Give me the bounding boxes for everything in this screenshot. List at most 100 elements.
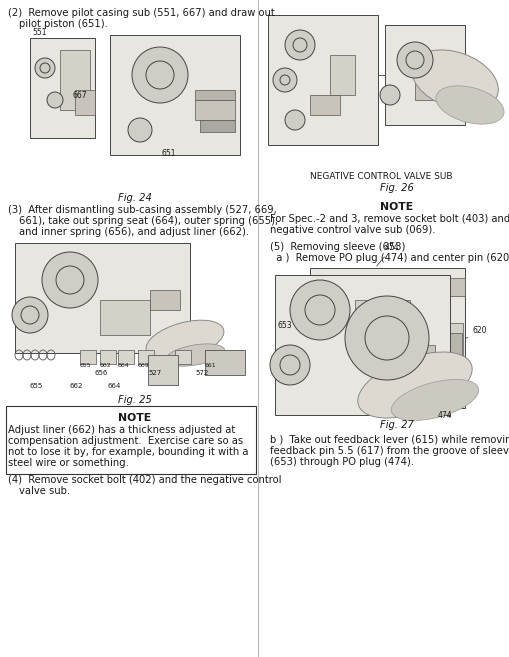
Circle shape: [272, 68, 296, 92]
Text: and inner spring (656), and adjust liner (662).: and inner spring (656), and adjust liner…: [19, 227, 248, 237]
Text: 662: 662: [100, 363, 111, 368]
Text: (4)  Remove socket bolt (402) and the negative control: (4) Remove socket bolt (402) and the neg…: [8, 475, 281, 485]
Text: Fig. 24: Fig. 24: [118, 193, 152, 203]
Circle shape: [396, 42, 432, 78]
Text: 620: 620: [465, 326, 487, 338]
Bar: [274, 275, 449, 415]
Text: feedback pin 5.5 (617) from the groove of sleeve: feedback pin 5.5 (617) from the groove o…: [269, 446, 509, 456]
Bar: [150, 290, 180, 310]
Bar: [384, 25, 464, 125]
Ellipse shape: [357, 352, 471, 418]
Bar: [424, 323, 462, 373]
Bar: [200, 120, 235, 132]
Text: 667: 667: [73, 91, 88, 100]
Text: a )  Remove PO plug (474) and center pin (620).: a ) Remove PO plug (474) and center pin …: [269, 253, 509, 263]
Text: 651: 651: [162, 149, 176, 158]
Text: NOTE: NOTE: [118, 413, 151, 423]
Text: 669: 669: [138, 363, 150, 368]
Text: compensation adjustment.  Exercise care so as: compensation adjustment. Exercise care s…: [8, 436, 243, 446]
Text: 653: 653: [277, 321, 306, 332]
Text: NOTE: NOTE: [379, 202, 412, 212]
Circle shape: [21, 306, 39, 324]
Text: negative control valve sub (069).: negative control valve sub (069).: [269, 225, 435, 235]
Text: (5)  Removing sleeve (653): (5) Removing sleeve (653): [269, 242, 405, 252]
Text: (653) through PO plug (474).: (653) through PO plug (474).: [269, 457, 413, 467]
Text: 572: 572: [194, 370, 208, 376]
Ellipse shape: [411, 50, 497, 110]
Text: (3)  After dismantling sub-casing assembly (527, 669,: (3) After dismantling sub-casing assembl…: [8, 205, 276, 215]
Text: b )  Take out feedback lever (615) while removing: b ) Take out feedback lever (615) while …: [269, 435, 509, 445]
Bar: [194, 90, 235, 100]
Bar: [80, 350, 96, 364]
Ellipse shape: [390, 380, 478, 420]
Text: 662: 662: [70, 383, 83, 389]
Text: 664: 664: [108, 383, 121, 389]
Circle shape: [35, 58, 55, 78]
Text: Fig. 27: Fig. 27: [379, 420, 413, 430]
Circle shape: [128, 118, 152, 142]
Text: 551: 551: [32, 28, 46, 37]
Bar: [267, 15, 377, 145]
Circle shape: [290, 280, 349, 340]
Bar: [205, 350, 220, 364]
Text: 655: 655: [30, 383, 43, 389]
Circle shape: [405, 51, 423, 69]
Bar: [354, 300, 409, 335]
Circle shape: [132, 47, 188, 103]
Bar: [194, 100, 235, 120]
Text: Fig. 25: Fig. 25: [118, 395, 152, 405]
Bar: [100, 300, 150, 335]
Text: valve sub.: valve sub.: [19, 486, 70, 496]
Text: NEGATIVE CONTROL VALVE SUB: NEGATIVE CONTROL VALVE SUB: [309, 172, 451, 181]
Circle shape: [279, 355, 299, 375]
Text: 661), take out spring seat (664), outer spring (655),: 661), take out spring seat (664), outer …: [19, 216, 277, 226]
Bar: [224, 350, 241, 364]
Circle shape: [40, 63, 50, 73]
Ellipse shape: [435, 86, 503, 124]
Bar: [205, 350, 244, 375]
Text: (2)  Remove pilot casing sub (551, 667) and draw out: (2) Remove pilot casing sub (551, 667) a…: [8, 8, 274, 18]
Text: 655: 655: [80, 363, 92, 368]
Text: 656: 656: [95, 370, 108, 376]
Text: 474: 474: [437, 411, 452, 420]
Text: 661: 661: [205, 363, 216, 368]
Bar: [309, 95, 340, 115]
Bar: [414, 80, 454, 100]
Bar: [138, 350, 154, 364]
Circle shape: [42, 252, 98, 308]
Bar: [309, 268, 464, 408]
Circle shape: [56, 266, 84, 294]
Circle shape: [285, 110, 304, 130]
Circle shape: [279, 75, 290, 85]
Circle shape: [293, 38, 306, 52]
Bar: [30, 38, 95, 138]
Text: 664: 664: [118, 363, 129, 368]
Text: pilot piston (651).: pilot piston (651).: [19, 19, 108, 29]
Circle shape: [269, 345, 309, 385]
Bar: [379, 345, 434, 370]
Bar: [6, 406, 256, 474]
Bar: [100, 350, 116, 364]
Text: Adjust liner (662) has a thickness adjusted at: Adjust liner (662) has a thickness adjus…: [8, 425, 235, 435]
Circle shape: [304, 295, 334, 325]
Ellipse shape: [146, 320, 223, 360]
Circle shape: [379, 85, 399, 105]
Text: steel wire or something.: steel wire or something.: [8, 458, 129, 468]
Circle shape: [285, 30, 315, 60]
Bar: [175, 350, 191, 364]
Bar: [15, 243, 190, 353]
Text: For Spec.-2 and 3, remove socket bolt (403) and: For Spec.-2 and 3, remove socket bolt (4…: [269, 214, 509, 224]
Bar: [118, 350, 134, 364]
Bar: [329, 55, 354, 95]
Circle shape: [146, 61, 174, 89]
Circle shape: [364, 316, 408, 360]
Bar: [439, 333, 461, 368]
Circle shape: [12, 297, 48, 333]
Text: 527: 527: [148, 370, 161, 376]
Circle shape: [47, 92, 63, 108]
Ellipse shape: [165, 344, 224, 366]
Bar: [110, 35, 240, 155]
Bar: [60, 50, 90, 110]
Circle shape: [344, 296, 428, 380]
Bar: [148, 355, 178, 385]
